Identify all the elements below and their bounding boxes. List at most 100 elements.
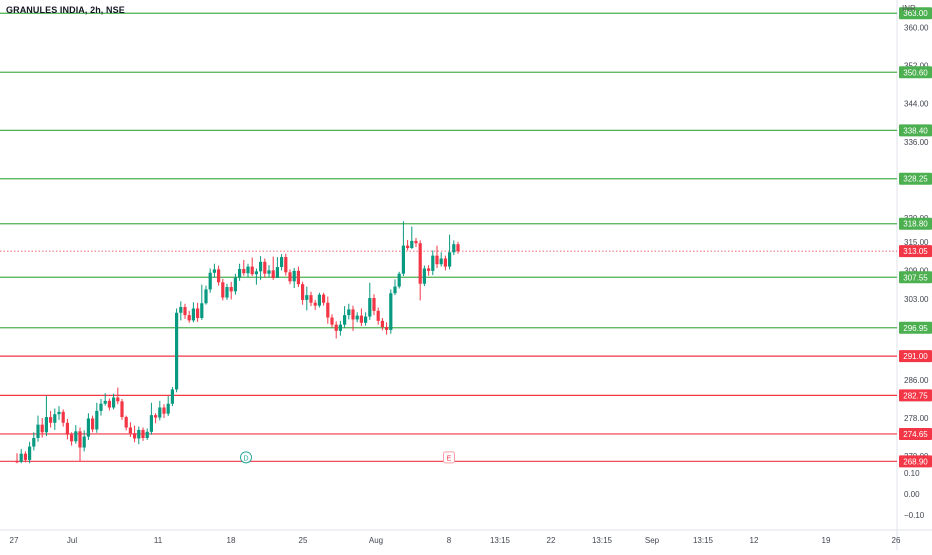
candle-body[interactable] [271,270,275,278]
candle-body[interactable] [74,431,78,442]
candle-body[interactable] [422,268,426,284]
candle-body[interactable] [443,258,447,267]
candle-body[interactable] [431,255,435,271]
candle-body[interactable] [435,255,439,265]
candle-body[interactable] [149,415,153,432]
candle-body[interactable] [112,397,116,408]
candle-body[interactable] [107,400,111,408]
candle-body[interactable] [82,436,86,448]
candle-body[interactable] [44,417,48,433]
candle-body[interactable] [267,270,271,274]
candle-body[interactable] [347,309,351,316]
candle-body[interactable] [86,418,90,437]
candle-body[interactable] [166,403,170,414]
candle-body[interactable] [78,431,82,448]
candle-body[interactable] [439,258,443,265]
candle-body[interactable] [254,271,258,275]
candle-body[interactable] [95,410,99,430]
candle-body[interactable] [32,438,36,447]
candle-body[interactable] [162,407,166,414]
candle-body[interactable] [124,417,128,428]
candle-body[interactable] [288,272,292,282]
candle-body[interactable] [418,243,422,284]
candle-body[interactable] [309,295,313,303]
candle-body[interactable] [351,309,355,320]
earnings-marker[interactable] [443,451,455,464]
candle-body[interactable] [57,411,61,415]
candle-body[interactable] [330,317,334,325]
candle-body[interactable] [406,245,410,248]
candle-body[interactable] [170,389,174,404]
candle-body[interactable] [427,268,431,271]
candle-body[interactable] [280,257,284,268]
candle-body[interactable] [36,424,40,438]
candle-body[interactable] [263,261,267,274]
candle-body[interactable] [225,287,229,298]
candle-body[interactable] [389,293,393,330]
candle-body[interactable] [19,453,23,462]
candle-body[interactable] [238,268,242,278]
candle-body[interactable] [305,295,309,300]
dividend-marker[interactable] [240,451,252,464]
candle-body[interactable] [355,315,359,320]
candle-body[interactable] [229,287,233,292]
candle-body[interactable] [91,418,95,430]
candle-body[interactable] [317,294,321,306]
candle-body[interactable] [53,414,57,423]
candle-body[interactable] [414,240,418,244]
candle-body[interactable] [401,245,405,274]
candle-body[interactable] [175,312,179,390]
candle-body[interactable] [250,266,254,275]
candle-body[interactable] [259,261,263,272]
candle-body[interactable] [103,400,107,404]
candle-body[interactable] [196,308,200,318]
candle-body[interactable] [137,429,141,439]
candle-body[interactable] [326,302,330,318]
candle-body[interactable] [452,244,456,253]
candle-body[interactable] [187,315,191,321]
candle-body[interactable] [141,429,145,438]
candle-body[interactable] [338,324,342,331]
candle-body[interactable] [301,284,305,300]
candle-body[interactable] [284,257,288,273]
candle-body[interactable] [61,411,65,423]
candle-body[interactable] [28,446,32,460]
candle-body[interactable] [397,273,401,287]
candle-body[interactable] [120,401,124,418]
candle-body[interactable] [200,303,204,318]
candle-body[interactable] [154,415,158,418]
candle-body[interactable] [15,461,19,463]
candle-body[interactable] [204,289,208,304]
candle-body[interactable] [364,316,368,323]
candle-body[interactable] [385,327,389,330]
candle-body[interactable] [65,422,69,435]
candle-body[interactable] [334,324,338,331]
candle-body[interactable] [49,417,53,423]
candle-body[interactable] [372,298,376,311]
candle-body[interactable] [233,277,237,292]
candle-body[interactable] [183,307,187,316]
candle-body[interactable] [380,320,384,328]
candle-body[interactable] [145,431,149,438]
candle-body[interactable] [40,424,44,433]
candle-body[interactable] [343,315,347,325]
candle-body[interactable] [133,433,137,439]
candle-body[interactable] [448,252,452,267]
candle-body[interactable] [158,407,162,418]
candle-body[interactable] [376,310,380,321]
candle-body[interactable] [70,434,74,442]
candle-body[interactable] [99,403,103,411]
candle-body[interactable] [191,308,195,321]
candle-body[interactable] [313,302,317,306]
candle-body[interactable] [393,286,397,294]
candle-body[interactable] [456,244,460,252]
candle-body[interactable] [322,294,326,303]
candle-body[interactable] [292,270,296,282]
candle-body[interactable] [179,307,183,313]
candle-body[interactable] [128,427,132,434]
candle-body[interactable] [410,240,414,248]
candle-body[interactable] [242,268,246,274]
candle-body[interactable] [217,269,221,283]
